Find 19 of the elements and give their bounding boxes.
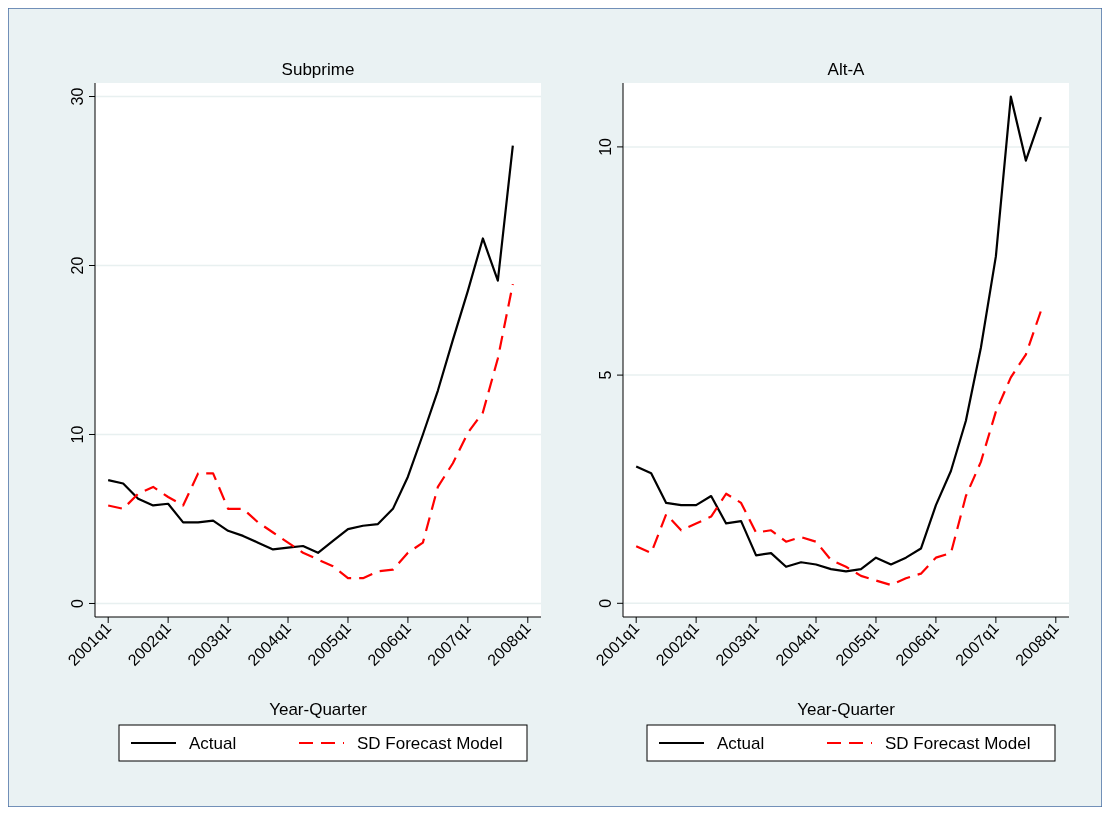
line-series (107, 144, 514, 554)
legend-label: SD Forecast Model (885, 734, 1031, 753)
y-tick-label: 5 (597, 370, 614, 380)
x-axis-title: Year-Quarter (269, 700, 368, 719)
chart-title: Subprime (281, 60, 355, 79)
line-series (107, 283, 514, 580)
line-series (635, 95, 1042, 573)
y-tick-label: 0 (69, 598, 86, 608)
y-tick-label: 30 (69, 87, 86, 106)
legend-label: Actual (717, 734, 765, 753)
y-tick-label: 10 (69, 425, 86, 444)
legend-label: SD Forecast Model (357, 734, 503, 753)
y-tick-label: 20 (69, 256, 86, 275)
line-series (635, 310, 1042, 587)
legend-label: Actual (189, 734, 237, 753)
chart-title: Alt-A (827, 60, 866, 79)
y-tick-label: 10 (597, 137, 614, 156)
y-tick-label: 0 (597, 598, 614, 608)
x-axis-title: Year-Quarter (797, 700, 896, 719)
